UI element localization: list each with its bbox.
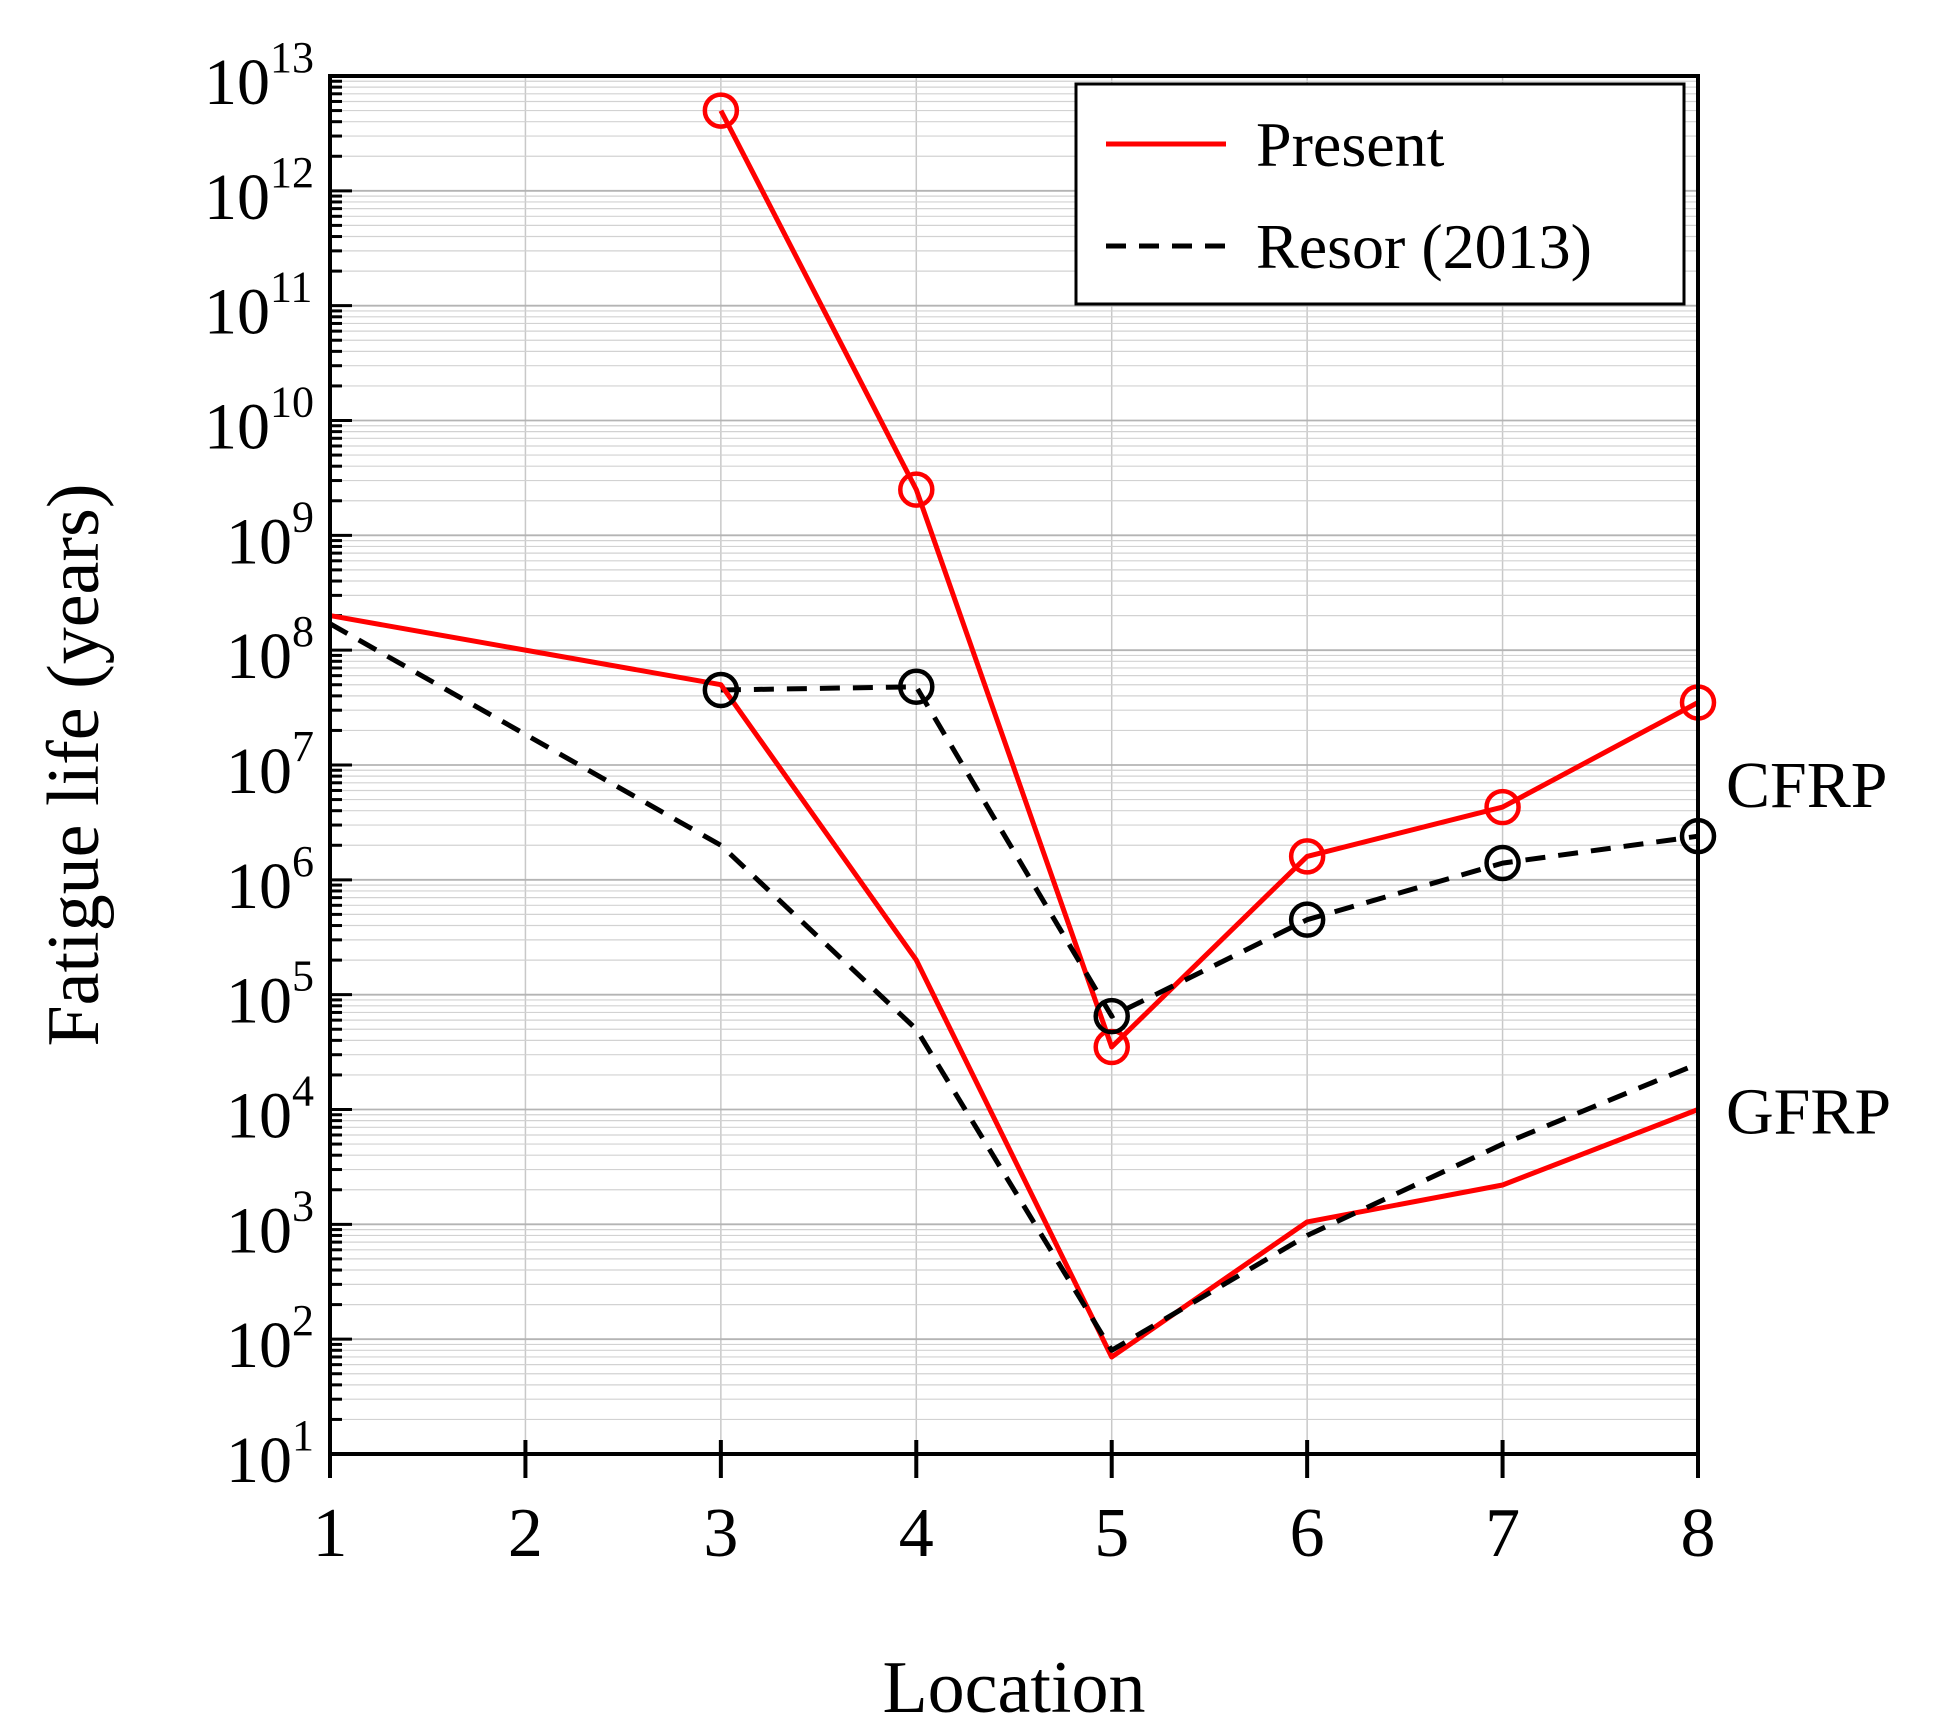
annotations: CFRP GFRP	[1726, 749, 1891, 1149]
y-tick-base: 10	[226, 735, 292, 808]
x-tick-label: 3	[703, 1495, 738, 1572]
series-line-cfrp-present	[718, 109, 1700, 1050]
series-markers	[702, 92, 1717, 1066]
marker-resor	[702, 671, 740, 709]
x-tick-label: 8	[1681, 1495, 1716, 1572]
y-tick-exponent: 3	[292, 1181, 314, 1230]
y-tick-exponent: 5	[292, 952, 314, 1001]
y-tick-label: 107	[226, 722, 314, 808]
grid	[329, 75, 1699, 1455]
y-tick-label: 108	[226, 607, 314, 693]
legend-label-resor: Resor (2013)	[1256, 211, 1592, 282]
annotation-cfrp: CFRP	[1726, 749, 1887, 822]
y-tick-base: 10	[204, 276, 270, 349]
y-tick-base: 10	[226, 505, 292, 578]
y-tick-label: 106	[226, 837, 314, 923]
marker-resor	[898, 668, 935, 706]
y-tick-label: 101	[226, 1411, 314, 1497]
marker-resor	[1484, 844, 1521, 882]
series-line-cfrp-resor	[720, 684, 1699, 1019]
y-tick-base: 10	[204, 391, 270, 464]
y-tick-exponent: 9	[292, 492, 314, 541]
plot-frame	[328, 74, 1700, 1456]
y-tick-exponent: 2	[292, 1296, 314, 1345]
annotation-gfrp: GFRP	[1726, 1076, 1891, 1149]
x-axis-label: Location	[882, 1647, 1145, 1729]
y-tick-base: 10	[226, 1194, 292, 1267]
y-tick-base: 10	[204, 46, 270, 119]
y-axis-label: Fatigue life (years)	[33, 484, 115, 1047]
y-tick-exponent: 6	[292, 837, 314, 886]
series-line-gfrp-resor	[328, 621, 1699, 1353]
y-tick-label: 1013	[204, 33, 314, 119]
x-tick-label: 6	[1290, 1495, 1325, 1572]
y-tick-label: 102	[226, 1296, 314, 1382]
series-line-gfrp-present	[329, 613, 1699, 1360]
y-tick-label: 1012	[204, 148, 314, 234]
y-tick-exponent: 1	[292, 1411, 314, 1460]
y-tick-label: 103	[226, 1181, 314, 1267]
y-tick-base: 10	[226, 620, 292, 693]
y-tick-exponent: 11	[270, 263, 312, 312]
y-tick-base: 10	[226, 850, 292, 923]
marker-present	[898, 471, 935, 508]
y-tick-base: 10	[204, 161, 270, 234]
x-tick-labels: 1 2 3 4 5 6 7 8	[313, 1495, 1716, 1572]
x-tick-label: 5	[1094, 1495, 1129, 1572]
y-tick-base: 10	[226, 1080, 292, 1153]
y-tick-base: 10	[226, 1424, 292, 1497]
y-tick-exponent: 4	[292, 1067, 314, 1116]
y-tick-label: 1010	[204, 378, 314, 464]
marker-resor	[1093, 997, 1130, 1035]
series-lines	[328, 109, 1700, 1360]
y-tick-labels: 1011021031041051061071081091010101110121…	[204, 33, 314, 1497]
y-tick-label: 105	[226, 952, 314, 1038]
x-tick-label: 4	[899, 1495, 934, 1572]
y-tick-exponent: 8	[292, 607, 314, 656]
y-tick-exponent: 12	[270, 148, 314, 197]
legend-label-present: Present	[1256, 109, 1445, 180]
y-tick-label: 1011	[204, 263, 312, 349]
legend-box	[1074, 82, 1686, 306]
y-tick-label: 109	[226, 492, 314, 578]
y-tick-label: 104	[226, 1067, 314, 1153]
marker-present	[702, 92, 740, 129]
y-tick-exponent: 7	[292, 722, 314, 771]
y-tick-base: 10	[226, 1309, 292, 1382]
y-tick-base: 10	[226, 965, 292, 1038]
x-tick-label: 7	[1485, 1495, 1520, 1572]
x-tick-label: 1	[313, 1495, 348, 1572]
x-tick-label: 2	[508, 1495, 543, 1572]
legend: Present Resor (2013)	[1074, 82, 1686, 306]
y-tick-exponent: 13	[270, 33, 314, 82]
marker-resor	[1288, 901, 1326, 938]
y-tick-exponent: 10	[270, 378, 314, 427]
marker-present	[1484, 788, 1521, 826]
marker-present	[1288, 838, 1326, 875]
